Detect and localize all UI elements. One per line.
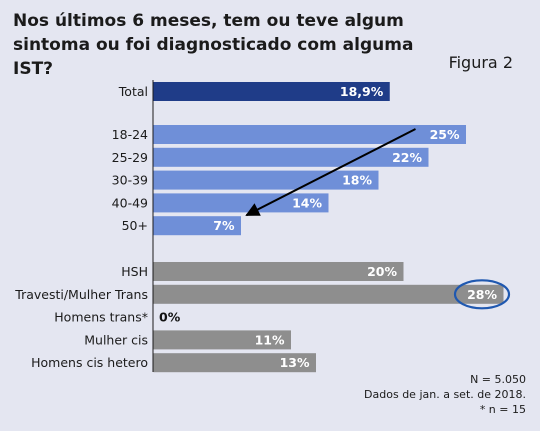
value-label-30-39: 18% [342, 173, 372, 188]
chart-title: Nos últimos 6 meses, tem ou teve algum s… [13, 11, 414, 79]
bar-homens-cis-hetero [153, 353, 316, 373]
value-label-50: 7% [213, 218, 235, 233]
bar-total [153, 82, 390, 101]
highlight-circle [453, 279, 511, 310]
category-label-hsh: HSH [121, 264, 148, 279]
value-label-travesti-mulher-trans: 28% [467, 287, 497, 302]
bar-40-49 [153, 193, 329, 213]
bar-mulher-cis [153, 330, 291, 350]
period-note: Dados de jan. a set. de 2018. [364, 388, 526, 401]
category-label-40-49: 40-49 [112, 195, 148, 210]
value-label-homens-trans: 0% [159, 310, 181, 325]
chart-notes: N = 5.050 Dados de jan. a set. de 2018. … [364, 372, 526, 417]
sample-size-note: N = 5.050 [470, 373, 526, 386]
category-label-homens-cis-hetero: Homens cis hetero [31, 355, 148, 370]
category-label-18-24: 18-24 [112, 127, 148, 142]
category-label-travesti-mulher-trans: Travesti/Mulher Trans [14, 287, 148, 302]
category-label-25-29: 25-29 [112, 150, 148, 165]
value-label-18-24: 25% [430, 127, 460, 142]
bar-travesti-mulher-trans [153, 284, 504, 304]
value-label-mulher-cis: 11% [255, 332, 285, 347]
value-label-25-29: 22% [392, 150, 422, 165]
value-label-homens-cis-hetero: 13% [280, 355, 310, 370]
bar-50 [153, 216, 241, 236]
footnote: * n = 15 [479, 403, 526, 416]
category-label-30-39: 30-39 [112, 173, 148, 188]
value-label-hsh: 20% [367, 264, 397, 279]
bar-25-29 [153, 147, 429, 167]
category-label-mulher-cis: Mulher cis [84, 332, 148, 347]
trend-arrow [245, 128, 416, 217]
bar-18-24 [153, 125, 466, 144]
bar-30-39 [153, 170, 379, 190]
figure-label: Figura 2 [448, 53, 513, 72]
value-label-total: 18,9% [340, 84, 384, 99]
value-label-40-49: 14% [292, 195, 322, 210]
category-label-homens-trans: Homens trans* [54, 310, 148, 325]
bar-hsh [153, 262, 404, 281]
category-label-total: Total [118, 84, 148, 99]
category-label-50: 50+ [122, 218, 148, 233]
